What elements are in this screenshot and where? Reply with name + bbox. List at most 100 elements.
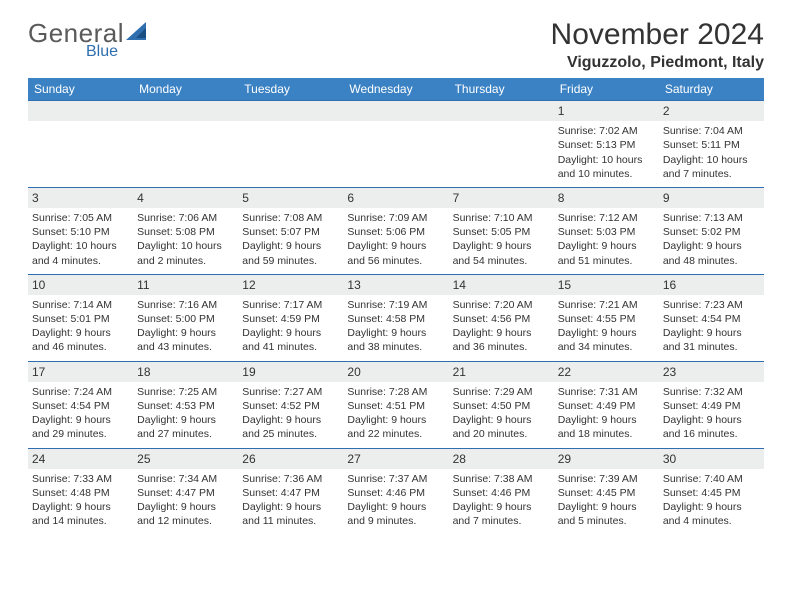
sunrise-text: Sunrise: 7:40 AM: [663, 472, 760, 486]
day-number: 13: [343, 275, 448, 295]
sunrise-text: Sunrise: 7:09 AM: [347, 211, 444, 225]
daylight-text: Daylight: 9 hours and 34 minutes.: [558, 326, 655, 354]
day-cell: 17Sunrise: 7:24 AMSunset: 4:54 PMDayligh…: [28, 361, 133, 448]
day-number: 19: [238, 362, 343, 382]
logo-block: General Blue: [28, 18, 154, 67]
day-header: Sunday: [28, 78, 133, 101]
daylight-text: Daylight: 10 hours and 2 minutes.: [137, 239, 234, 267]
daylight-text: Daylight: 9 hours and 36 minutes.: [453, 326, 550, 354]
day-number: 27: [343, 449, 448, 469]
week-row: 1 Sunrise: 7:02 AMSunset: 5:13 PMDaylight…: [28, 101, 764, 188]
day-number-band: [238, 101, 343, 121]
day-number: 5: [238, 188, 343, 208]
daylight-text: Daylight: 9 hours and 41 minutes.: [242, 326, 339, 354]
daylight-text: Daylight: 10 hours and 10 minutes.: [558, 153, 655, 181]
logo-text-blue: Blue: [86, 43, 212, 61]
day-cell: 3Sunrise: 7:05 AMSunset: 5:10 PMDaylight…: [28, 187, 133, 274]
sunset-text: Sunset: 5:00 PM: [137, 312, 234, 326]
day-cell: 4Sunrise: 7:06 AMSunset: 5:08 PMDaylight…: [133, 187, 238, 274]
sunset-text: Sunset: 5:03 PM: [558, 225, 655, 239]
sunset-text: Sunset: 5:07 PM: [242, 225, 339, 239]
sunset-text: Sunset: 5:13 PM: [558, 138, 655, 152]
sunset-text: Sunset: 4:55 PM: [558, 312, 655, 326]
day-cell: 27Sunrise: 7:37 AMSunset: 4:46 PMDayligh…: [343, 448, 448, 534]
sunset-text: Sunset: 4:53 PM: [137, 399, 234, 413]
sunrise-text: Sunrise: 7:31 AM: [558, 385, 655, 399]
day-number: 10: [28, 275, 133, 295]
day-number: 25: [133, 449, 238, 469]
daylight-text: Daylight: 9 hours and 56 minutes.: [347, 239, 444, 267]
day-cell: 24Sunrise: 7:33 AMSunset: 4:48 PMDayligh…: [28, 448, 133, 534]
sunset-text: Sunset: 4:49 PM: [558, 399, 655, 413]
day-cell: 25Sunrise: 7:34 AMSunset: 4:47 PMDayligh…: [133, 448, 238, 534]
day-cell: 10Sunrise: 7:14 AMSunset: 5:01 PMDayligh…: [28, 274, 133, 361]
day-number: 16: [659, 275, 764, 295]
sunrise-text: Sunrise: 7:10 AM: [453, 211, 550, 225]
sunset-text: Sunset: 4:45 PM: [558, 486, 655, 500]
day-cell: 22Sunrise: 7:31 AMSunset: 4:49 PMDayligh…: [554, 361, 659, 448]
day-cell: 30Sunrise: 7:40 AMSunset: 4:45 PMDayligh…: [659, 448, 764, 534]
sunrise-text: Sunrise: 7:14 AM: [32, 298, 129, 312]
sunset-text: Sunset: 4:56 PM: [453, 312, 550, 326]
day-number: 20: [343, 362, 448, 382]
day-number: 30: [659, 449, 764, 469]
day-number-band: [28, 101, 133, 121]
sunrise-text: Sunrise: 7:37 AM: [347, 472, 444, 486]
sunrise-text: Sunrise: 7:13 AM: [663, 211, 760, 225]
day-number-band: [449, 101, 554, 121]
day-cell: 18Sunrise: 7:25 AMSunset: 4:53 PMDayligh…: [133, 361, 238, 448]
day-number: 29: [554, 449, 659, 469]
daylight-text: Daylight: 9 hours and 7 minutes.: [453, 500, 550, 528]
daylight-text: Daylight: 9 hours and 5 minutes.: [558, 500, 655, 528]
daylight-text: Daylight: 9 hours and 25 minutes.: [242, 413, 339, 441]
blank-day-cell: [28, 101, 133, 188]
daylight-text: Daylight: 9 hours and 4 minutes.: [663, 500, 760, 528]
sunset-text: Sunset: 4:52 PM: [242, 399, 339, 413]
sunset-text: Sunset: 4:46 PM: [453, 486, 550, 500]
header-row: General Blue November 2024 Viguzzolo, Pi…: [28, 18, 764, 72]
blank-day-cell: [238, 101, 343, 188]
daylight-text: Daylight: 9 hours and 43 minutes.: [137, 326, 234, 354]
daylight-text: Daylight: 9 hours and 20 minutes.: [453, 413, 550, 441]
daylight-text: Daylight: 9 hours and 29 minutes.: [32, 413, 129, 441]
sunset-text: Sunset: 4:47 PM: [137, 486, 234, 500]
day-number: 18: [133, 362, 238, 382]
sunrise-text: Sunrise: 7:23 AM: [663, 298, 760, 312]
sunset-text: Sunset: 5:06 PM: [347, 225, 444, 239]
sunrise-text: Sunrise: 7:36 AM: [242, 472, 339, 486]
day-cell: 16Sunrise: 7:23 AMSunset: 4:54 PMDayligh…: [659, 274, 764, 361]
day-number: 17: [28, 362, 133, 382]
day-number: 28: [449, 449, 554, 469]
sunrise-text: Sunrise: 7:34 AM: [137, 472, 234, 486]
sunrise-text: Sunrise: 7:24 AM: [32, 385, 129, 399]
sunrise-text: Sunrise: 7:32 AM: [663, 385, 760, 399]
day-cell: 12Sunrise: 7:17 AMSunset: 4:59 PMDayligh…: [238, 274, 343, 361]
day-cell: 19Sunrise: 7:27 AMSunset: 4:52 PMDayligh…: [238, 361, 343, 448]
day-header: Thursday: [449, 78, 554, 101]
sunset-text: Sunset: 5:10 PM: [32, 225, 129, 239]
day-header: Saturday: [659, 78, 764, 101]
day-number: 15: [554, 275, 659, 295]
day-header: Friday: [554, 78, 659, 101]
week-row: 17Sunrise: 7:24 AMSunset: 4:54 PMDayligh…: [28, 361, 764, 448]
sunset-text: Sunset: 4:59 PM: [242, 312, 339, 326]
day-number: 9: [659, 188, 764, 208]
day-number: 6: [343, 188, 448, 208]
day-number: 1: [554, 101, 659, 121]
sunrise-text: Sunrise: 7:02 AM: [558, 124, 655, 138]
day-number: 12: [238, 275, 343, 295]
day-cell: 6 Sunrise: 7:09 AMSunset: 5:06 PMDaylight…: [343, 187, 448, 274]
blank-day-cell: [343, 101, 448, 188]
day-number: 23: [659, 362, 764, 382]
day-number: 21: [449, 362, 554, 382]
sunset-text: Sunset: 4:47 PM: [242, 486, 339, 500]
sunrise-text: Sunrise: 7:28 AM: [347, 385, 444, 399]
month-title: November 2024: [551, 18, 764, 52]
day-number: 22: [554, 362, 659, 382]
sunrise-text: Sunrise: 7:25 AM: [137, 385, 234, 399]
location: Viguzzolo, Piedmont, Italy: [551, 54, 764, 72]
day-number: 8: [554, 188, 659, 208]
day-cell: 21Sunrise: 7:29 AMSunset: 4:50 PMDayligh…: [449, 361, 554, 448]
day-cell: 20Sunrise: 7:28 AMSunset: 4:51 PMDayligh…: [343, 361, 448, 448]
daylight-text: Daylight: 9 hours and 14 minutes.: [32, 500, 129, 528]
